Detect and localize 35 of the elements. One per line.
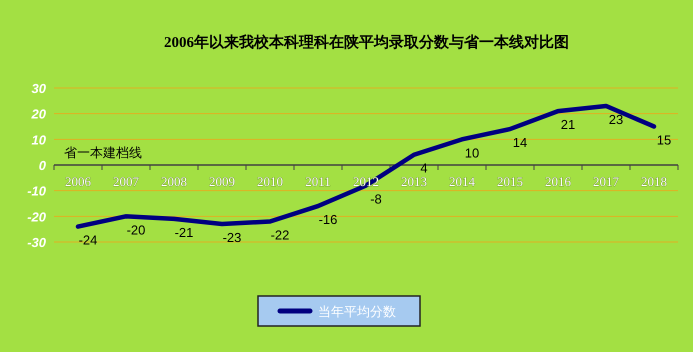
data-label: -16 xyxy=(318,212,338,228)
x-tick-label: 2010 xyxy=(257,174,283,189)
x-tick-label: 2016 xyxy=(545,174,572,189)
data-label: -23 xyxy=(222,230,242,246)
data-label: 23 xyxy=(608,112,624,127)
y-tick-label: -30 xyxy=(27,235,47,250)
legend-label: 当年平均分数 xyxy=(318,305,396,320)
data-label: 15 xyxy=(656,132,672,148)
data-label: 21 xyxy=(560,117,576,132)
x-tick-label: 2009 xyxy=(209,174,235,189)
y-tick-label: 10 xyxy=(32,132,47,148)
data-label: -22 xyxy=(270,227,290,242)
y-tick-label: -20 xyxy=(27,209,47,224)
y-tick-label: -10 xyxy=(27,184,47,199)
x-tick-label: 2014 xyxy=(449,174,476,189)
data-label: -20 xyxy=(126,222,146,238)
x-tick-label: 2015 xyxy=(497,174,523,189)
data-label: 10 xyxy=(464,145,480,160)
y-tick-label: 30 xyxy=(32,81,47,96)
data-label: -24 xyxy=(78,232,98,248)
x-tick-label: 2008 xyxy=(161,174,187,189)
y-tick-label: 0 xyxy=(38,158,47,173)
x-tick-label: 2017 xyxy=(593,174,620,189)
annotation: 省一本建档线 xyxy=(64,146,142,161)
data-label: 4 xyxy=(420,160,428,176)
data-label: -8 xyxy=(370,192,382,207)
x-tick-label: 2006 xyxy=(65,174,92,189)
x-tick-label: 2011 xyxy=(305,174,331,189)
data-label: -21 xyxy=(174,224,194,240)
data-label: 14 xyxy=(512,135,528,150)
chart-title: 2006年以来我校本科理科在陕平均录取分数与省一本线对比图 xyxy=(164,34,569,51)
y-tick-label: 20 xyxy=(30,106,47,122)
x-tick-label: 2007 xyxy=(113,174,140,189)
x-tick-label: 2018 xyxy=(641,174,667,189)
x-tick-label: 2013 xyxy=(401,174,427,189)
